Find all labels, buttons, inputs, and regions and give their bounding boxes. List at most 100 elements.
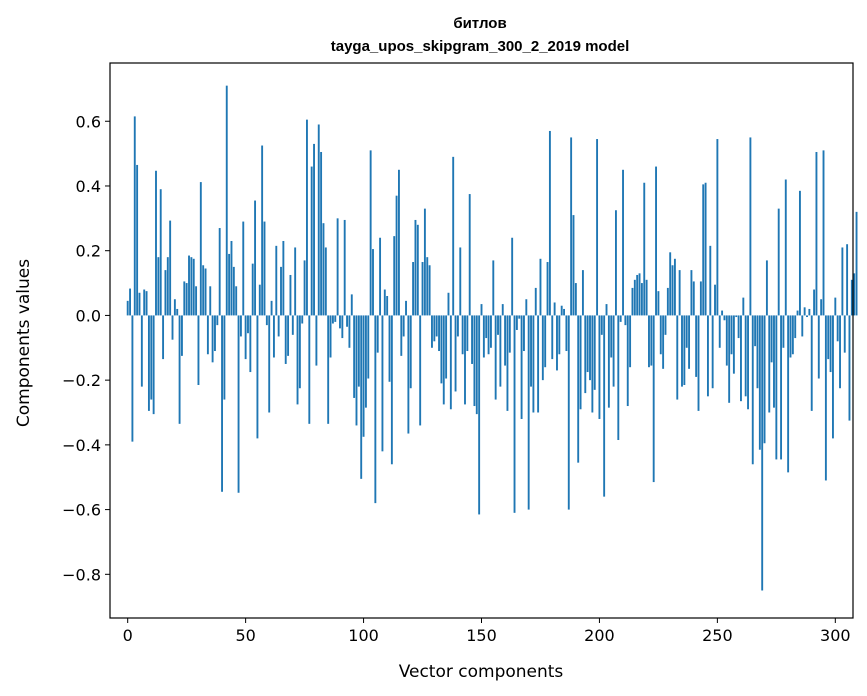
bar-276 [777, 208, 780, 316]
bar-137 [449, 315, 452, 410]
bar-271 [765, 260, 768, 316]
bar-268 [758, 315, 761, 450]
bar-88 [334, 315, 337, 322]
bar-286 [801, 315, 804, 337]
bar-159 [501, 304, 504, 316]
bar-18 [169, 220, 172, 316]
bar-71 [294, 247, 297, 316]
bar-67 [284, 315, 287, 364]
bar-248 [711, 315, 714, 389]
bar-198 [593, 315, 596, 390]
bar-41 [223, 315, 226, 400]
bar-307 [850, 279, 853, 316]
y-tick-label: −0.6 [62, 501, 101, 520]
y-tick-label: 0.0 [76, 306, 101, 325]
bar-154 [489, 315, 492, 348]
bar-204 [607, 315, 610, 408]
bar-145 [468, 194, 471, 316]
bar-8 [145, 291, 148, 316]
bar-21 [176, 308, 179, 316]
bar-295 [822, 150, 825, 316]
bar-132 [438, 315, 440, 352]
bar-116 [400, 315, 403, 356]
bar-69 [289, 274, 292, 316]
bar-299 [832, 315, 834, 439]
bar-215 [633, 279, 636, 316]
bar-296 [824, 315, 827, 481]
bar-73 [298, 315, 301, 389]
y-tick-label: 0.6 [76, 112, 101, 131]
bar-246 [706, 315, 709, 397]
bar-284 [796, 310, 799, 316]
bar-309 [855, 211, 858, 316]
bar-255 [728, 315, 731, 403]
bar-125 [421, 262, 424, 316]
bar-105 [374, 315, 377, 504]
bar-169 [525, 299, 528, 316]
bar-157 [497, 315, 499, 335]
bar-189 [572, 215, 575, 316]
bar-290 [810, 315, 813, 411]
bar-111 [388, 315, 391, 382]
x-axis-label: Vector components [399, 662, 564, 682]
bar-63 [275, 245, 278, 316]
bar-119 [407, 315, 410, 434]
bar-167 [520, 315, 523, 419]
x-tick-label: 300 [820, 626, 851, 645]
bar-14 [159, 189, 162, 316]
bar-155 [492, 260, 495, 316]
bar-60 [268, 315, 271, 413]
bar-112 [390, 315, 393, 465]
bar-164 [513, 315, 516, 513]
bar-4 [136, 164, 139, 316]
bar-6 [140, 315, 143, 387]
bar-7 [143, 289, 146, 316]
bar-141 [459, 247, 462, 316]
bar-183 [558, 315, 561, 355]
bar-16 [164, 270, 167, 316]
bar-130 [433, 315, 436, 342]
bar-181 [553, 302, 556, 316]
bar-45 [232, 266, 235, 316]
bar-236 [683, 315, 686, 385]
bar-288 [806, 315, 808, 318]
bar-55 [256, 315, 259, 439]
bar-173 [534, 287, 537, 316]
bar-98 [357, 315, 360, 387]
bar-182 [556, 315, 558, 371]
bar-270 [763, 315, 766, 444]
bar-227 [662, 315, 665, 369]
bar-206 [612, 315, 615, 387]
bar-39 [218, 228, 221, 316]
bar-233 [676, 315, 679, 400]
bar-153 [487, 315, 490, 355]
bar-138 [452, 156, 455, 316]
bar-187 [567, 315, 570, 510]
bar-1 [129, 288, 131, 316]
bar-92 [343, 219, 346, 316]
bar-33 [204, 268, 207, 316]
bar-292 [815, 151, 818, 316]
bar-151 [482, 315, 485, 358]
bar-228 [664, 315, 667, 335]
bar-10 [150, 315, 153, 400]
bar-34 [206, 315, 209, 355]
bar-95 [350, 294, 353, 316]
bar-301 [836, 315, 839, 342]
bar-86 [329, 315, 332, 358]
bar-90 [339, 315, 341, 329]
bar-220 [645, 279, 648, 316]
bar-208 [617, 315, 620, 441]
y-tick-label: −0.2 [62, 371, 101, 390]
bar-184 [560, 305, 563, 316]
bar-17 [166, 257, 169, 316]
bar-139 [454, 315, 457, 392]
bar-131 [435, 315, 438, 337]
bar-280 [787, 315, 790, 473]
bar-205 [610, 315, 613, 358]
bar-176 [541, 315, 544, 381]
bar-190 [574, 283, 577, 316]
bar-93 [346, 315, 348, 327]
bar-161 [506, 315, 509, 411]
